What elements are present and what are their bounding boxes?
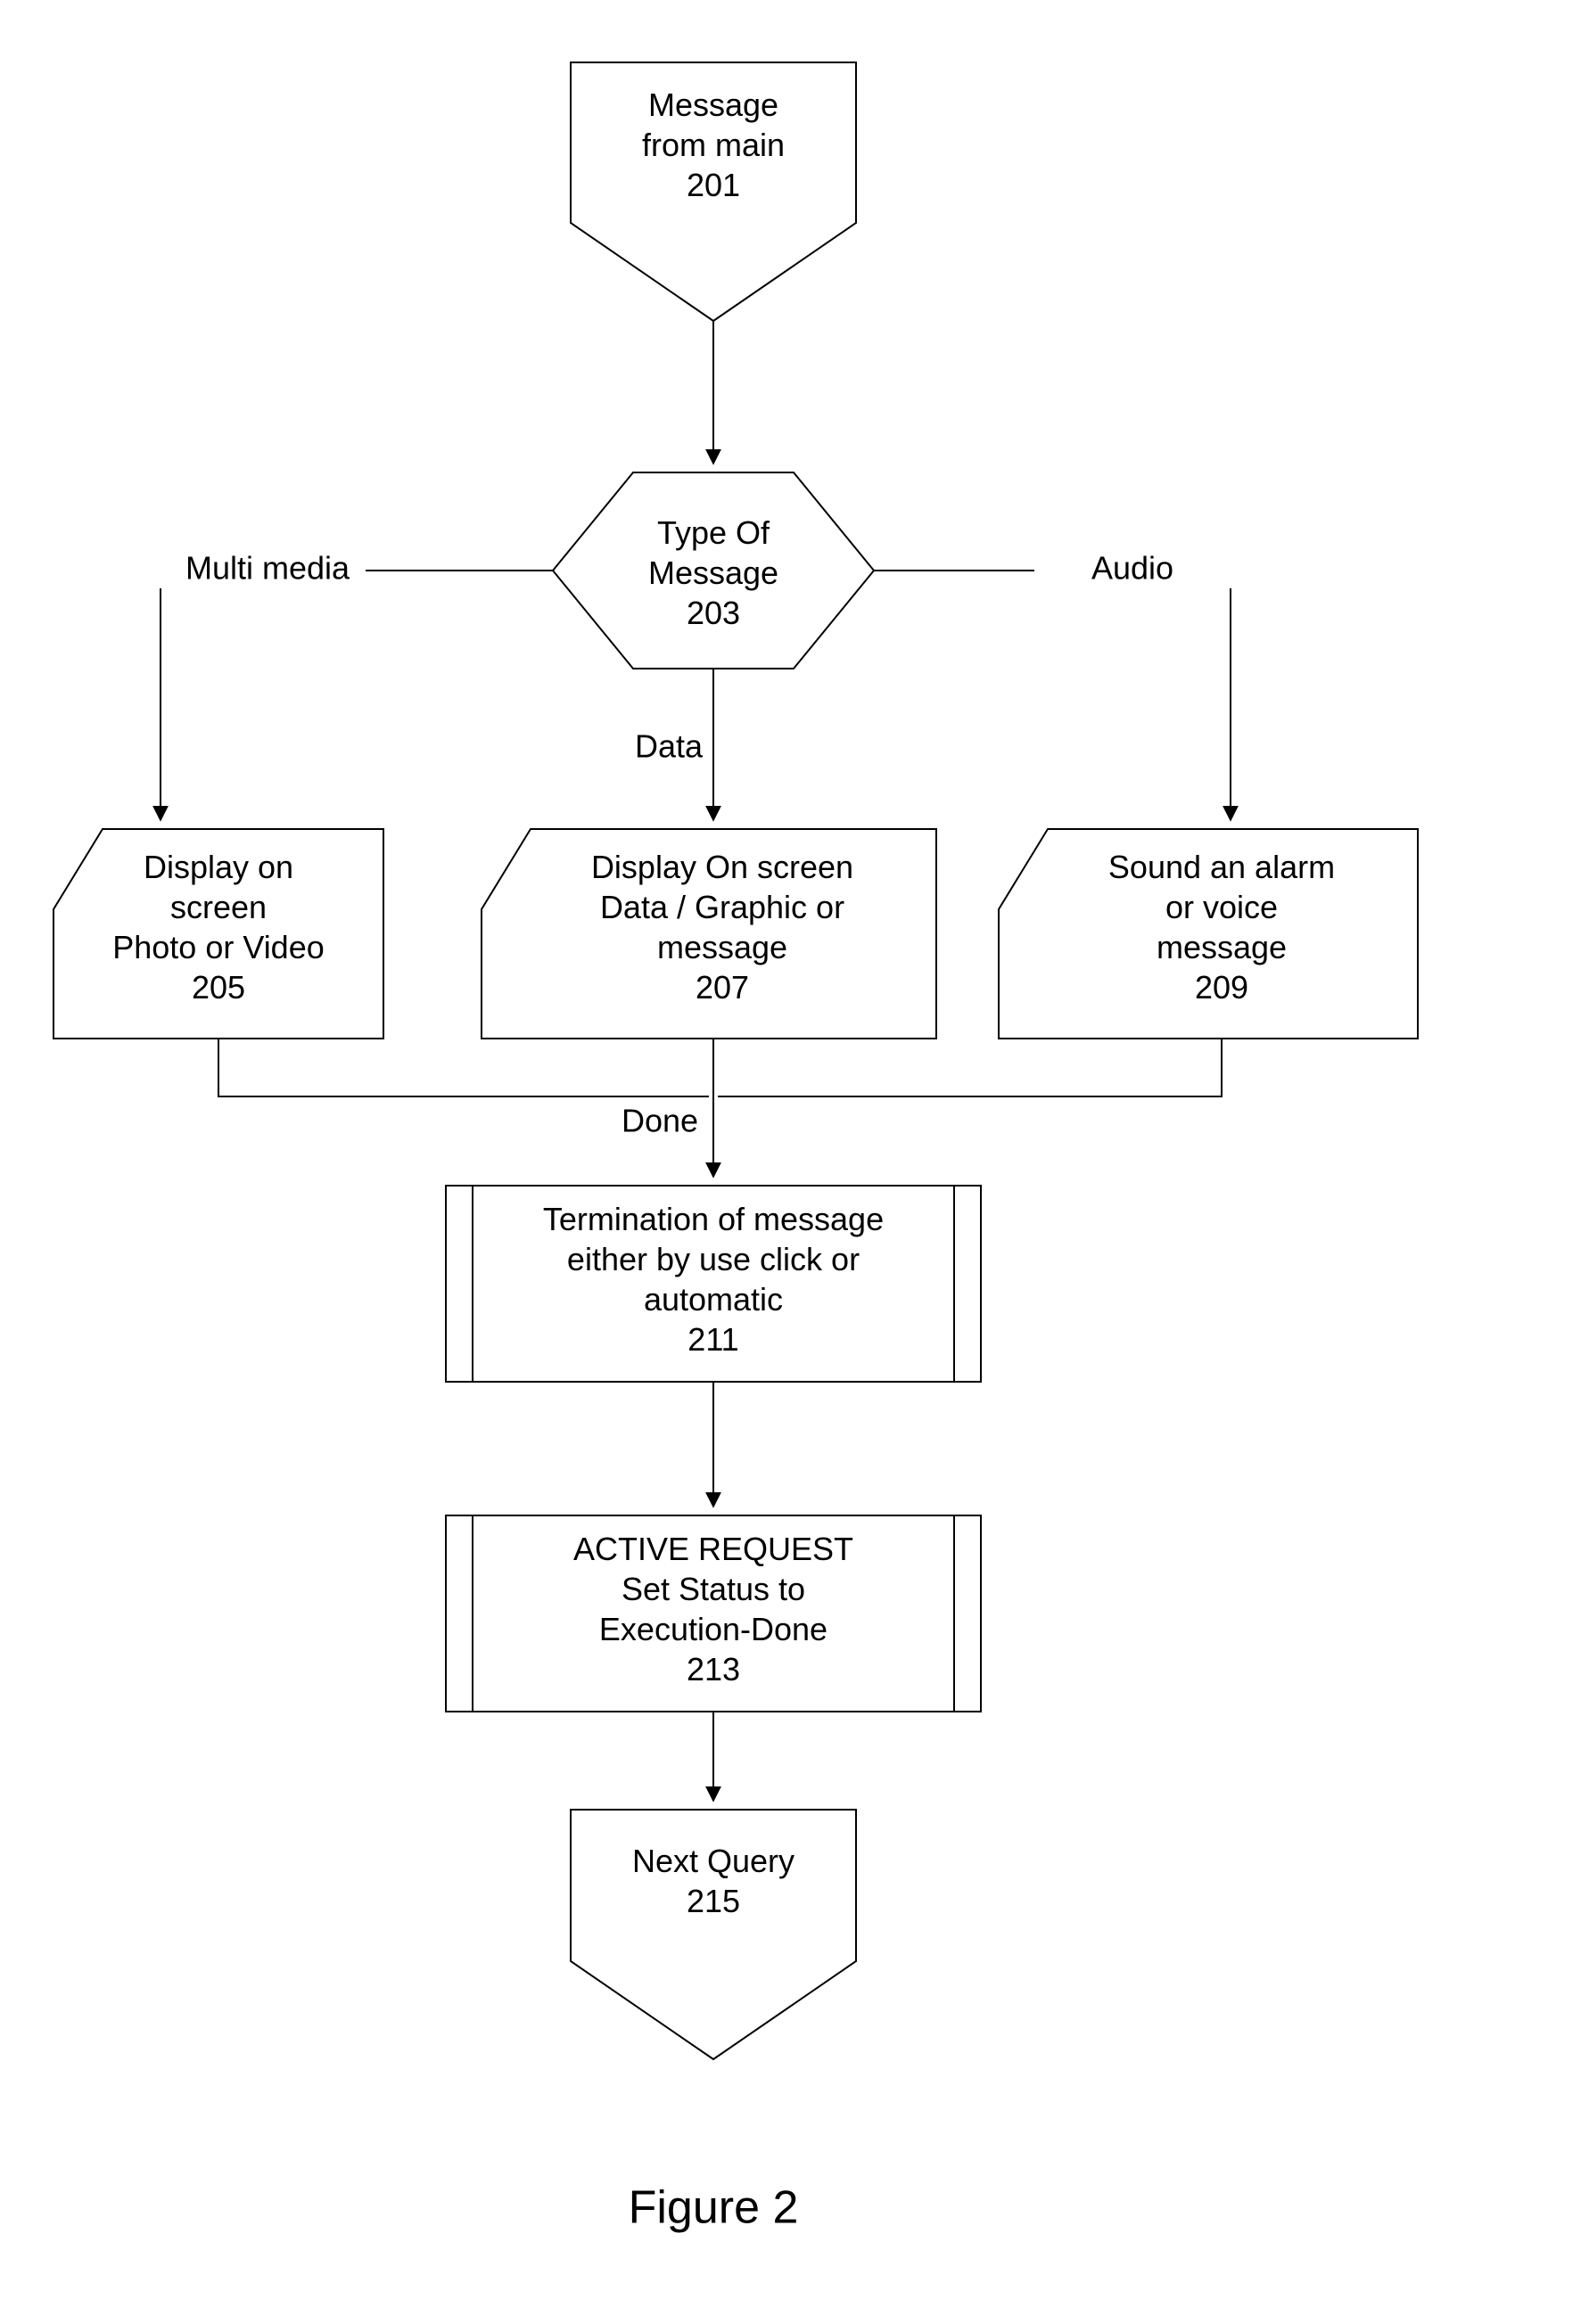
svg-text:201: 201 [687,167,740,203]
svg-text:Display On screen: Display On screen [591,849,853,885]
node-211-line-0: Termination of message [543,1201,884,1237]
svg-text:Message: Message [648,554,778,591]
node-207-line-0: Display On screen [591,849,853,885]
svg-text:203: 203 [687,595,740,631]
edge-label-done: Done [622,1103,698,1139]
node-201-line-2: 201 [687,167,740,203]
svg-text:207: 207 [696,969,749,1006]
node-207-line-3: 207 [696,969,749,1006]
svg-text:Next Query: Next Query [632,1843,794,1879]
svg-text:automatic: automatic [644,1281,783,1318]
node-205-line-2: Photo or Video [112,929,325,965]
edge-203-205 [161,571,553,820]
svg-text:213: 213 [687,1651,740,1688]
node-209: Sound an alarm or voice message 209 [999,829,1418,1039]
node-205: Display on screen Photo or Video 205 [54,829,383,1039]
node-209-line-1: or voice [1165,889,1278,925]
svg-text:211: 211 [687,1321,738,1358]
edge-label-multimedia: Multi media [185,550,350,587]
node-213: ACTIVE REQUEST Set Status to Execution-D… [446,1515,981,1712]
node-203: Type Of Message 203 [553,472,874,669]
node-213-line-3: 213 [687,1651,740,1688]
node-211-line-2: automatic [644,1281,783,1318]
node-207-line-2: message [657,929,787,965]
edge-205-merge [218,1039,709,1096]
svg-text:Sound an alarm: Sound an alarm [1108,849,1335,885]
node-211: Termination of message either by use cli… [446,1186,981,1382]
figure-title: Figure 2 [629,2182,799,2234]
svg-text:Message: Message [648,86,778,123]
svg-text:Display on: Display on [144,849,293,885]
node-213-line-1: Set Status to [622,1571,805,1607]
svg-text:215: 215 [687,1883,740,1919]
node-201-line-1: from main [642,127,785,163]
svg-text:Set Status to: Set Status to [622,1571,805,1607]
node-203-line-2: 203 [687,595,740,631]
node-205-line-3: 205 [192,969,245,1006]
flowchart: Message from main 201 Type Of Message 20… [0,0,1589,2324]
edge-203-209 [874,571,1231,820]
node-201: Message from main 201 [571,62,856,321]
node-205-line-0: Display on [144,849,293,885]
edge-label-audio: Audio [1091,550,1173,587]
svg-text:205: 205 [192,969,245,1006]
svg-text:Termination of message: Termination of message [543,1201,884,1237]
svg-text:Execution-Done: Execution-Done [599,1611,827,1647]
edge-209-merge [718,1039,1222,1096]
node-207: Display On screen Data / Graphic or mess… [482,829,936,1039]
svg-text:Data / Graphic or: Data / Graphic or [600,889,844,925]
node-211-line-3: 211 [687,1321,738,1358]
node-213-line-2: Execution-Done [599,1611,827,1647]
node-203-line-1: Message [648,554,778,591]
svg-text:message: message [657,929,787,965]
node-201-line-0: Message [648,86,778,123]
node-211-line-1: either by use click or [567,1241,860,1277]
node-215-line-0: Next Query [632,1843,794,1879]
node-209-line-0: Sound an alarm [1108,849,1335,885]
node-207-line-1: Data / Graphic or [600,889,844,925]
node-215: Next Query 215 [571,1810,856,2059]
svg-text:Type Of: Type Of [657,514,770,551]
node-213-line-0: ACTIVE REQUEST [573,1531,853,1567]
node-205-line-1: screen [170,889,267,925]
svg-text:ACTIVE REQUEST: ACTIVE REQUEST [573,1531,853,1567]
svg-text:209: 209 [1195,969,1248,1006]
svg-text:Photo or Video: Photo or Video [112,929,325,965]
svg-text:screen: screen [170,889,267,925]
node-209-line-3: 209 [1195,969,1248,1006]
svg-text:from main: from main [642,127,785,163]
node-203-line-0: Type Of [657,514,770,551]
svg-text:or voice: or voice [1165,889,1278,925]
svg-text:either by use click or: either by use click or [567,1241,860,1277]
node-215-line-1: 215 [687,1883,740,1919]
edge-label-data: Data [635,728,704,765]
node-209-line-2: message [1157,929,1287,965]
svg-text:message: message [1157,929,1287,965]
